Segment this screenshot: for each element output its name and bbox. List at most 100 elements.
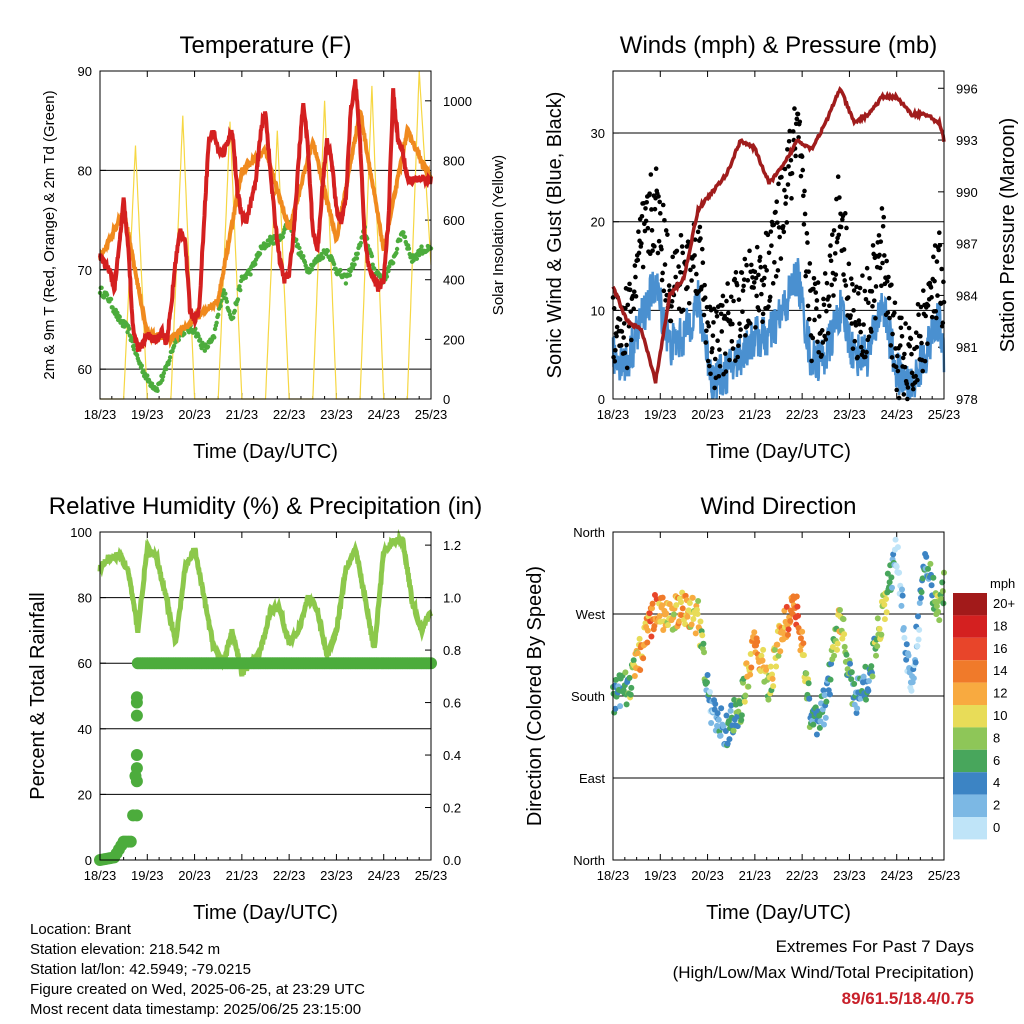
gust-point: [816, 349, 821, 355]
x-axis-label-2: Time (Day/UTC): [706, 441, 851, 463]
direction-point: [770, 683, 777, 690]
gust-point: [706, 323, 712, 329]
dewpoint-point: [214, 320, 219, 325]
direction-point: [673, 602, 680, 609]
direction-point: [851, 680, 858, 687]
chart-title-4: Wind Direction: [700, 493, 856, 520]
gust-point: [853, 323, 859, 328]
gust-point: [838, 224, 844, 230]
gust-point: [925, 341, 930, 347]
direction-point: [787, 618, 794, 625]
gust-point: [834, 239, 840, 245]
gust-point: [805, 303, 811, 309]
direction-point: [704, 672, 711, 679]
gust-point: [881, 214, 887, 220]
direction-point: [881, 601, 888, 608]
gust-point: [625, 302, 631, 308]
gust-point: [933, 308, 939, 314]
gust-point: [621, 321, 627, 326]
gust-point: [743, 333, 748, 338]
gust-point: [645, 225, 651, 231]
gust-point: [789, 196, 794, 201]
gust-point: [810, 335, 816, 341]
direction-point: [805, 680, 812, 687]
gust-point: [812, 317, 817, 323]
gust-point: [691, 264, 696, 269]
direction-point: [612, 705, 619, 712]
gust-point: [750, 275, 755, 280]
dewpoint-point: [193, 326, 198, 331]
gust-point: [656, 194, 661, 199]
legend-swatch: [953, 705, 987, 728]
gust-point: [709, 349, 715, 355]
dewpoint-point: [224, 299, 230, 304]
direction-point: [777, 648, 784, 655]
gust-point: [702, 282, 707, 288]
y-tick-label-3: 0: [85, 853, 92, 868]
gust-point: [643, 218, 649, 224]
gust-point: [727, 318, 733, 323]
dewpoint-point: [347, 272, 353, 278]
gust-point: [828, 258, 834, 264]
gust-point: [628, 309, 634, 314]
gust-point: [832, 251, 838, 256]
y2-axis-label-1: Solar Insolation (Yellow): [490, 155, 507, 315]
gust-point: [842, 278, 847, 283]
gust-point: [876, 233, 882, 238]
dewpoint-point: [402, 234, 408, 240]
gust-point: [640, 264, 646, 270]
gust-point: [633, 274, 638, 280]
gust-point: [624, 342, 629, 348]
gust-point: [896, 395, 902, 401]
direction-point: [865, 687, 872, 694]
y-axis-label-1: 2m & 9m T (Red, Orange) & 2m Td (Green): [41, 90, 58, 379]
y-tick-label-4: North: [573, 525, 605, 540]
gust-point: [728, 294, 734, 300]
gust-point: [614, 324, 620, 330]
gust-point: [879, 206, 885, 211]
direction-point: [834, 646, 841, 653]
direction-point: [860, 673, 867, 680]
direction-point: [816, 724, 823, 731]
dewpoint-point: [218, 303, 223, 309]
y2-tick-label-1: 600: [443, 213, 465, 228]
gust-point: [731, 298, 736, 304]
gust-point: [636, 229, 641, 235]
gust-point: [864, 265, 870, 271]
direction-point: [862, 696, 869, 703]
direction-point: [928, 582, 935, 589]
legend-label: 18: [993, 618, 1007, 633]
x-tick-label-4: 23/23: [833, 868, 866, 883]
gust-point: [723, 351, 728, 356]
direction-point: [617, 703, 624, 710]
x-tick-label-2: 18/23: [597, 407, 630, 422]
dewpoint-point: [197, 337, 203, 342]
y2-tick-label-2: 993: [956, 133, 978, 148]
gust-point: [772, 260, 777, 265]
direction-point: [648, 633, 655, 640]
legend-swatch: [953, 593, 987, 616]
gust-point: [888, 343, 894, 348]
gust-point: [769, 243, 774, 248]
gust-point: [783, 201, 788, 206]
dewpoint-point: [248, 272, 253, 277]
gust-point: [880, 260, 885, 266]
direction-point: [881, 616, 888, 623]
direction-point: [706, 689, 713, 696]
direction-point: [688, 621, 695, 628]
direction-point: [783, 603, 790, 610]
direction-point: [738, 716, 745, 723]
precipitation-point: [130, 709, 143, 722]
chart-title-1: Temperature (F): [179, 32, 351, 59]
y2-tick-label-2: 990: [956, 185, 978, 200]
y2-tick-label-1: 400: [443, 273, 465, 288]
direction-point: [901, 634, 908, 641]
direction-point: [925, 565, 932, 572]
gust-point: [733, 358, 738, 363]
gust-point: [939, 266, 944, 272]
direction-point: [720, 723, 727, 730]
direction-point: [843, 651, 850, 658]
direction-point: [708, 719, 715, 726]
direction-point: [626, 674, 633, 681]
gust-point: [661, 288, 667, 294]
